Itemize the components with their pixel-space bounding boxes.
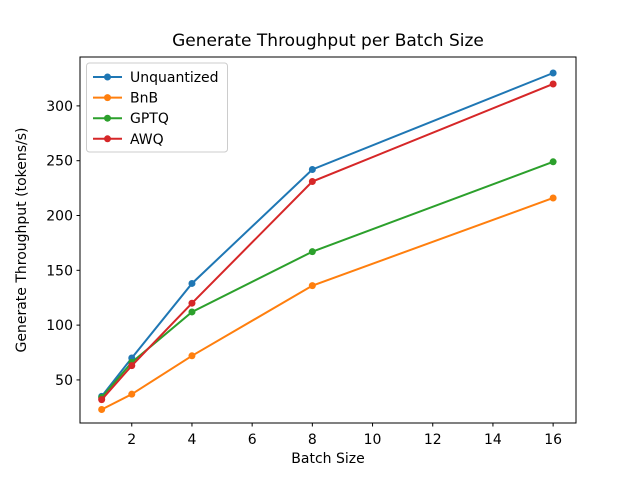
legend-box	[86, 62, 228, 153]
y-tick-label: 50	[55, 373, 73, 389]
data-point-awq-x4	[188, 299, 196, 307]
y-tick-label: 150	[46, 263, 73, 279]
x-tick-label: 14	[484, 432, 502, 448]
legend-label: Unquantized	[130, 70, 219, 86]
legend-label: AWQ	[130, 132, 164, 148]
chart-title: Generate Throughput per Batch Size	[172, 31, 484, 51]
legend-label: BnB	[130, 91, 158, 107]
data-point-awq-x16	[549, 80, 557, 88]
legend-label: GPTQ	[130, 111, 169, 127]
y-tick-label: 200	[46, 209, 73, 225]
y-tick-label: 250	[46, 154, 73, 170]
data-point-awq-x8	[308, 178, 316, 186]
x-tick-label: 4	[188, 432, 197, 448]
data-point-gptq-x4	[188, 308, 196, 316]
data-point-awq-x2	[128, 362, 136, 370]
x-tick-label: 6	[248, 432, 257, 448]
x-axis-label: Batch Size	[291, 451, 364, 467]
x-tick-label: 10	[364, 432, 382, 448]
x-tick-label: 8	[308, 432, 317, 448]
legend-marker-icon	[104, 114, 111, 122]
series-line-bnb	[101, 197, 554, 411]
y-tick-label: 300	[46, 99, 73, 115]
y-axis-label: Generate Throughput (tokens/s)	[14, 128, 30, 353]
data-point-bnb-x2	[128, 390, 136, 398]
legend-marker-icon	[104, 73, 111, 81]
data-point-unquantized-x8	[308, 165, 316, 173]
legend-marker-icon	[104, 135, 111, 143]
data-point-gptq-x8	[308, 248, 316, 256]
legend-marker-icon	[104, 94, 111, 102]
data-point-awq-x1	[98, 396, 106, 404]
axes-frame	[79, 56, 577, 424]
data-point-gptq-x16	[549, 158, 557, 166]
data-point-bnb-x1	[98, 406, 106, 414]
x-tick-label: 16	[544, 432, 562, 448]
data-point-bnb-x16	[549, 194, 557, 202]
x-tick-label: 12	[424, 432, 442, 448]
data-point-bnb-x8	[308, 282, 316, 290]
x-tick-label: 2	[127, 432, 136, 448]
data-point-unquantized-x4	[188, 279, 196, 287]
y-tick-label: 100	[46, 318, 73, 334]
data-point-bnb-x4	[188, 352, 196, 360]
data-point-unquantized-x16	[549, 69, 557, 77]
